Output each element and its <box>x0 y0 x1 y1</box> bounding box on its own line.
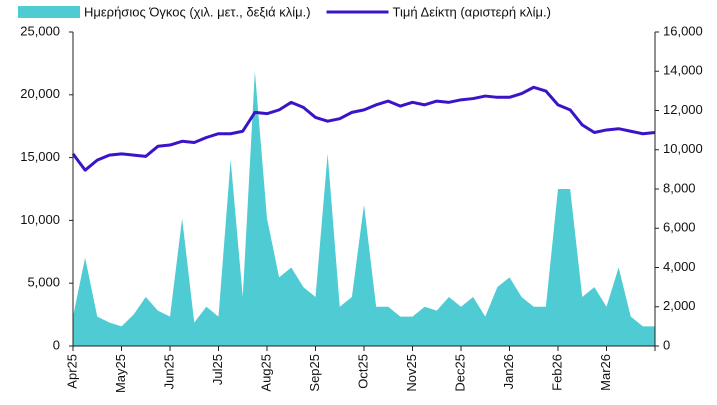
x-tick-label: Nov25 <box>404 354 419 392</box>
y-tick-label: 10,000 <box>20 212 60 227</box>
x-tick-label: Apr25 <box>64 354 79 389</box>
x-tick-label: Oct25 <box>355 354 370 389</box>
x-tick-label: Mar26 <box>598 354 613 391</box>
x-tick-label: Jun25 <box>161 354 176 389</box>
x-tick-label: Jul25 <box>210 354 225 385</box>
y2-tick-label: 8,000 <box>663 180 696 195</box>
x-tick-label: Jan26 <box>501 354 516 389</box>
y-tick-label: 25,000 <box>20 23 60 38</box>
y-tick-label: 15,000 <box>20 149 60 164</box>
volume-area <box>73 71 655 346</box>
x-tick-label: Sep25 <box>307 354 322 392</box>
y2-tick-label: 10,000 <box>663 141 703 156</box>
x-tick-label: May25 <box>113 354 128 393</box>
y-tick-label: 0 <box>53 337 60 352</box>
x-tick-label: Dec25 <box>452 354 467 392</box>
y2-tick-label: 12,000 <box>663 102 703 117</box>
x-tick-label: Aug25 <box>258 354 273 392</box>
y-tick-label: 5,000 <box>27 275 60 290</box>
legend-label: Τιμή Δείκτη (αριστερή κλίμ.) <box>393 4 551 19</box>
y-tick-label: 20,000 <box>20 86 60 101</box>
legend-label: Ημερήσιος Όγκος (χιλ. μετ., δεξιά κλίμ.) <box>84 4 311 19</box>
y2-tick-label: 4,000 <box>663 259 696 274</box>
y2-tick-label: 2,000 <box>663 298 696 313</box>
y2-tick-label: 16,000 <box>663 23 703 38</box>
y2-tick-label: 0 <box>663 337 670 352</box>
y2-tick-label: 14,000 <box>663 63 703 78</box>
y2-tick-label: 6,000 <box>663 220 696 235</box>
x-tick-label: Feb26 <box>549 354 564 391</box>
legend-swatch <box>18 6 80 18</box>
index-line <box>71 85 656 172</box>
